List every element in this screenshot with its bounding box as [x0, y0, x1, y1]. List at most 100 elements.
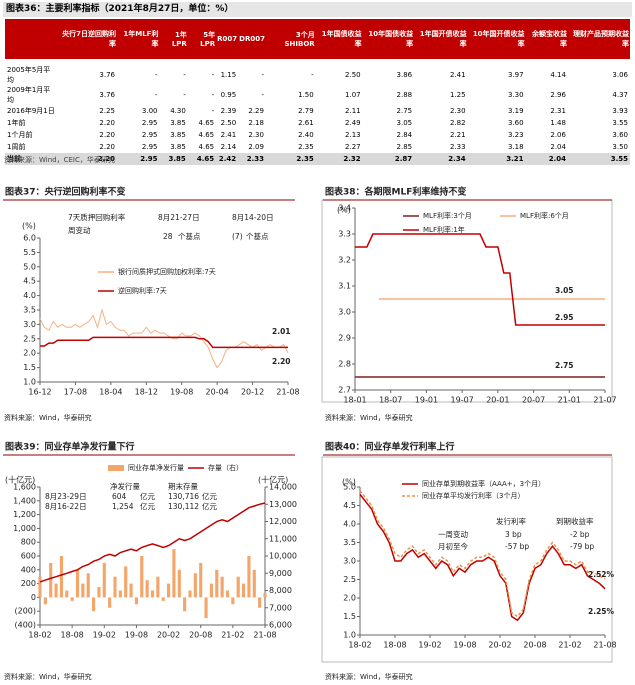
y-tick-label: 1,200 — [13, 510, 36, 519]
y2-tick-label: 8,000 — [269, 586, 292, 595]
frame — [321, 456, 613, 663]
y-tick-label: 2.0 — [343, 594, 356, 603]
cell: 2.33 — [449, 143, 466, 151]
series-line — [355, 233, 605, 326]
x-tick-label: 19-08 — [170, 388, 193, 397]
cell: - — [154, 71, 158, 79]
cell: - — [311, 71, 314, 79]
y-tick-label: 3.5 — [23, 306, 36, 315]
series-line — [40, 336, 288, 349]
y-tick-label: 1,400 — [13, 496, 36, 505]
rate-table-cell: -57 bp — [505, 542, 529, 551]
cell: 2.79 — [298, 107, 314, 115]
bar — [92, 597, 96, 612]
row-label: 当前 — [5, 153, 58, 165]
bar — [156, 576, 160, 598]
row-label: 2009年1月平均 — [7, 86, 51, 104]
x-tick-label: 19-01 — [415, 396, 438, 405]
y2-tick-label: 12,000 — [269, 517, 297, 526]
y-tick-label: 200 — [21, 579, 36, 588]
bar — [113, 576, 117, 598]
y-tick-label: 2.8 — [338, 360, 351, 369]
y-tick-label: 600 — [21, 552, 36, 561]
annotation: 8月14-20日 — [232, 213, 274, 222]
bar — [263, 593, 267, 598]
x-tick-label: 19-02 — [418, 641, 441, 650]
x-tick-label: 16-12 — [28, 388, 51, 397]
y-tick-label: 3.0 — [338, 308, 351, 317]
cell: 3.85 — [170, 143, 186, 151]
cell: - — [261, 91, 264, 99]
y-tick-label: 2.0 — [23, 349, 36, 358]
row-label: 2016年9月1日 — [7, 107, 55, 115]
cell: 2.50 — [345, 71, 361, 79]
y-axis-label: (十亿元) — [5, 475, 35, 485]
cell: 2.27 — [345, 143, 361, 151]
y-axis-label: (%) — [337, 206, 351, 215]
cell: 2.33 — [238, 153, 266, 165]
annotation: 2.20 — [272, 357, 291, 366]
cell: 2.85 — [396, 143, 413, 151]
y2-tick-label: 13,000 — [269, 500, 297, 509]
annotation: 28 — [163, 232, 173, 241]
legend-label: 银行间质押式回购加权利率:7天 — [118, 267, 216, 276]
cell: 2.50 — [220, 119, 237, 127]
bar — [215, 569, 219, 598]
bar — [220, 576, 224, 598]
cell: 4.37 — [612, 91, 628, 99]
column-header: 10年国债收益率 — [362, 19, 415, 59]
x-tick-label: 20-08 — [523, 641, 546, 650]
bar — [124, 566, 128, 598]
annotation: (7) — [232, 232, 243, 241]
annotation: 8月16-22日 — [45, 502, 87, 511]
y-tick-label: 1.0 — [343, 631, 356, 640]
cell: 3.55 — [612, 119, 628, 127]
column-header: 央行7日逆回购利率 — [57, 19, 117, 59]
y-tick-label: 3.4 — [338, 204, 351, 213]
x-tick-label: 21-02 — [558, 641, 581, 650]
cell: 2.18 — [248, 119, 264, 127]
row: 2009年1月平均 3.76- - -0.95-1.50 1.07 2.88 1.25 3.3… — [5, 85, 630, 105]
series-line — [359, 493, 606, 622]
column-header: 1年国债收益率 — [315, 19, 363, 59]
cell: 2.29 — [248, 107, 264, 115]
legend-label: 逆回购利率:7天 — [118, 286, 167, 295]
bar — [75, 569, 80, 598]
chart-title: 图表37：央行逆回购利率不变 — [5, 186, 126, 198]
source: 资料来源：Wind，华泰研究 — [325, 672, 413, 681]
bar — [150, 590, 155, 598]
cell: 2.30 — [449, 107, 466, 115]
series-line — [39, 502, 266, 583]
bar — [65, 590, 69, 598]
annotation: 亿元 — [140, 491, 155, 501]
cell: 2.40 — [298, 131, 314, 139]
cell: 0.95 — [220, 91, 237, 99]
y-axis-label: (%) — [342, 478, 356, 487]
y-tick-label: 4.5 — [343, 501, 356, 510]
cell: 3.06 — [612, 71, 628, 79]
column-header: 余额宝收益率 — [525, 19, 568, 59]
y2-axis-label: (十亿元) — [258, 475, 288, 485]
annotation: 周变动 — [68, 225, 91, 235]
rate-table-label: 月初至今 — [438, 541, 468, 551]
cell: 2.95 — [141, 131, 158, 139]
chart-title: 图表39：同业存单净发行量下行 — [5, 441, 135, 453]
cell: 2.84 — [396, 131, 413, 139]
cell: 2.35 — [265, 153, 316, 165]
bar — [199, 562, 203, 598]
source: 资料来源：Wind，华泰研究 — [4, 413, 92, 422]
row-label: 1年前 — [7, 119, 26, 127]
x-tick-label: 18-08 — [383, 641, 406, 650]
x-tick-label: 20-08 — [189, 631, 212, 640]
source: 资料来源：Wind，华泰研究 — [325, 413, 413, 422]
x-tick-label: 21-08 — [253, 631, 276, 640]
x-tick-label: 17-08 — [64, 388, 87, 397]
column-header: 1年国开债收益率 — [414, 19, 468, 59]
frame — [321, 199, 613, 403]
rate-table-label: 一周变动 — [438, 529, 468, 539]
column-header: DR007 — [238, 19, 266, 59]
y-tick-label: 4.5 — [23, 277, 36, 286]
cell: 2.41 — [449, 71, 466, 79]
bar — [59, 556, 63, 598]
column-header: 1年MLF利率 — [116, 19, 160, 59]
